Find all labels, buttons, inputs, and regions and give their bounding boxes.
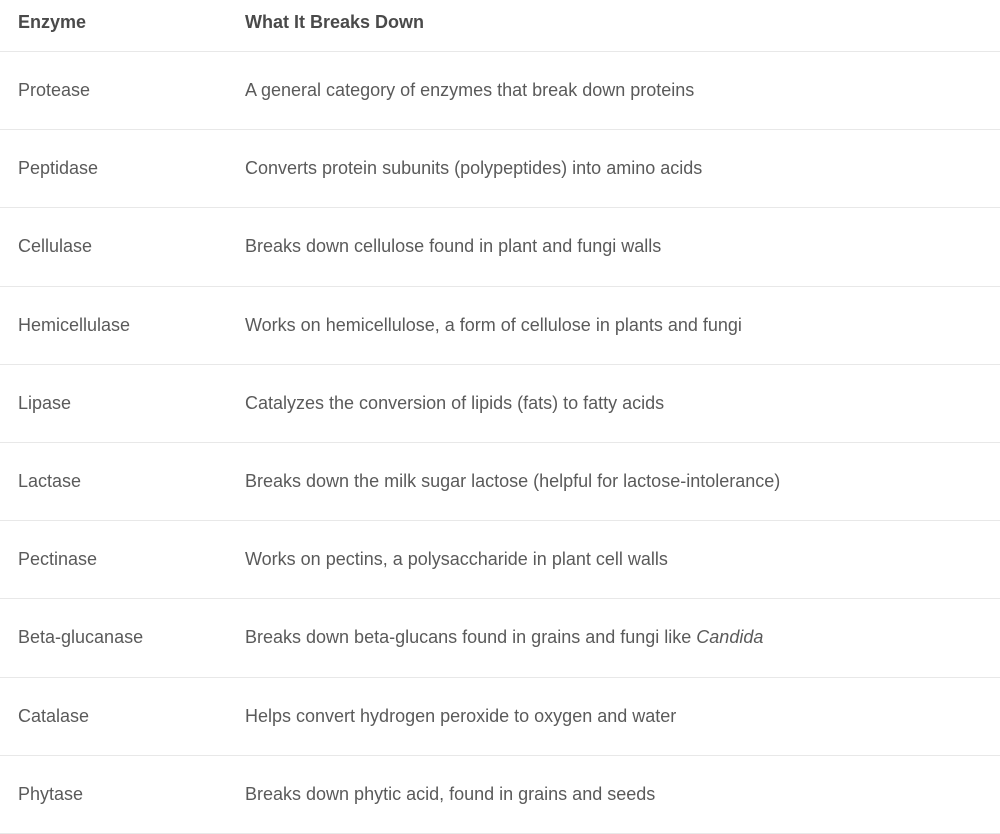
description-prefix: Breaks down beta-glucans found in grains… [245, 627, 696, 647]
table-row: Lipase Catalyzes the conversion of lipid… [0, 364, 1000, 442]
enzyme-description: Breaks down phytic acid, found in grains… [245, 782, 982, 807]
table-header-row: Enzyme What It Breaks Down [0, 0, 1000, 51]
table-row: Lactase Breaks down the milk sugar lacto… [0, 442, 1000, 520]
enzyme-name: Peptidase [18, 156, 245, 181]
table-row: Beta-glucanase Breaks down beta-glucans … [0, 598, 1000, 676]
column-header-enzyme: Enzyme [18, 12, 245, 33]
table-row: Peptidase Converts protein subunits (pol… [0, 129, 1000, 207]
enzyme-description: Breaks down the milk sugar lactose (help… [245, 469, 982, 494]
table-row: Catalase Helps convert hydrogen peroxide… [0, 677, 1000, 755]
enzyme-name: Hemicellulase [18, 313, 245, 338]
italic-term: Candida [696, 627, 763, 647]
enzyme-name: Lipase [18, 391, 245, 416]
enzyme-description: Catalyzes the conversion of lipids (fats… [245, 391, 982, 416]
enzyme-description: Works on hemicellulose, a form of cellul… [245, 313, 982, 338]
enzyme-name: Phytase [18, 782, 245, 807]
column-header-description: What It Breaks Down [245, 12, 982, 33]
table-row: Hemicellulase Works on hemicellulose, a … [0, 286, 1000, 364]
table-row: Cellulase Breaks down cellulose found in… [0, 207, 1000, 285]
table-row: Protease A general category of enzymes t… [0, 51, 1000, 129]
table-row: Phytase Breaks down phytic acid, found i… [0, 755, 1000, 833]
enzyme-description: Converts protein subunits (polypeptides)… [245, 156, 982, 181]
enzyme-description: Breaks down beta-glucans found in grains… [245, 625, 982, 650]
table-row: Pectinase Works on pectins, a polysaccha… [0, 520, 1000, 598]
enzyme-description: Helps convert hydrogen peroxide to oxyge… [245, 704, 982, 729]
enzyme-name: Cellulase [18, 234, 245, 259]
enzyme-description: Works on pectins, a polysaccharide in pl… [245, 547, 982, 572]
enzyme-name: Protease [18, 78, 245, 103]
enzyme-description: Breaks down cellulose found in plant and… [245, 234, 982, 259]
enzyme-name: Beta-glucanase [18, 625, 245, 650]
enzyme-description: A general category of enzymes that break… [245, 78, 982, 103]
enzyme-name: Pectinase [18, 547, 245, 572]
enzyme-name: Catalase [18, 704, 245, 729]
enzyme-table: Enzyme What It Breaks Down Protease A ge… [0, 0, 1000, 834]
enzyme-name: Lactase [18, 469, 245, 494]
